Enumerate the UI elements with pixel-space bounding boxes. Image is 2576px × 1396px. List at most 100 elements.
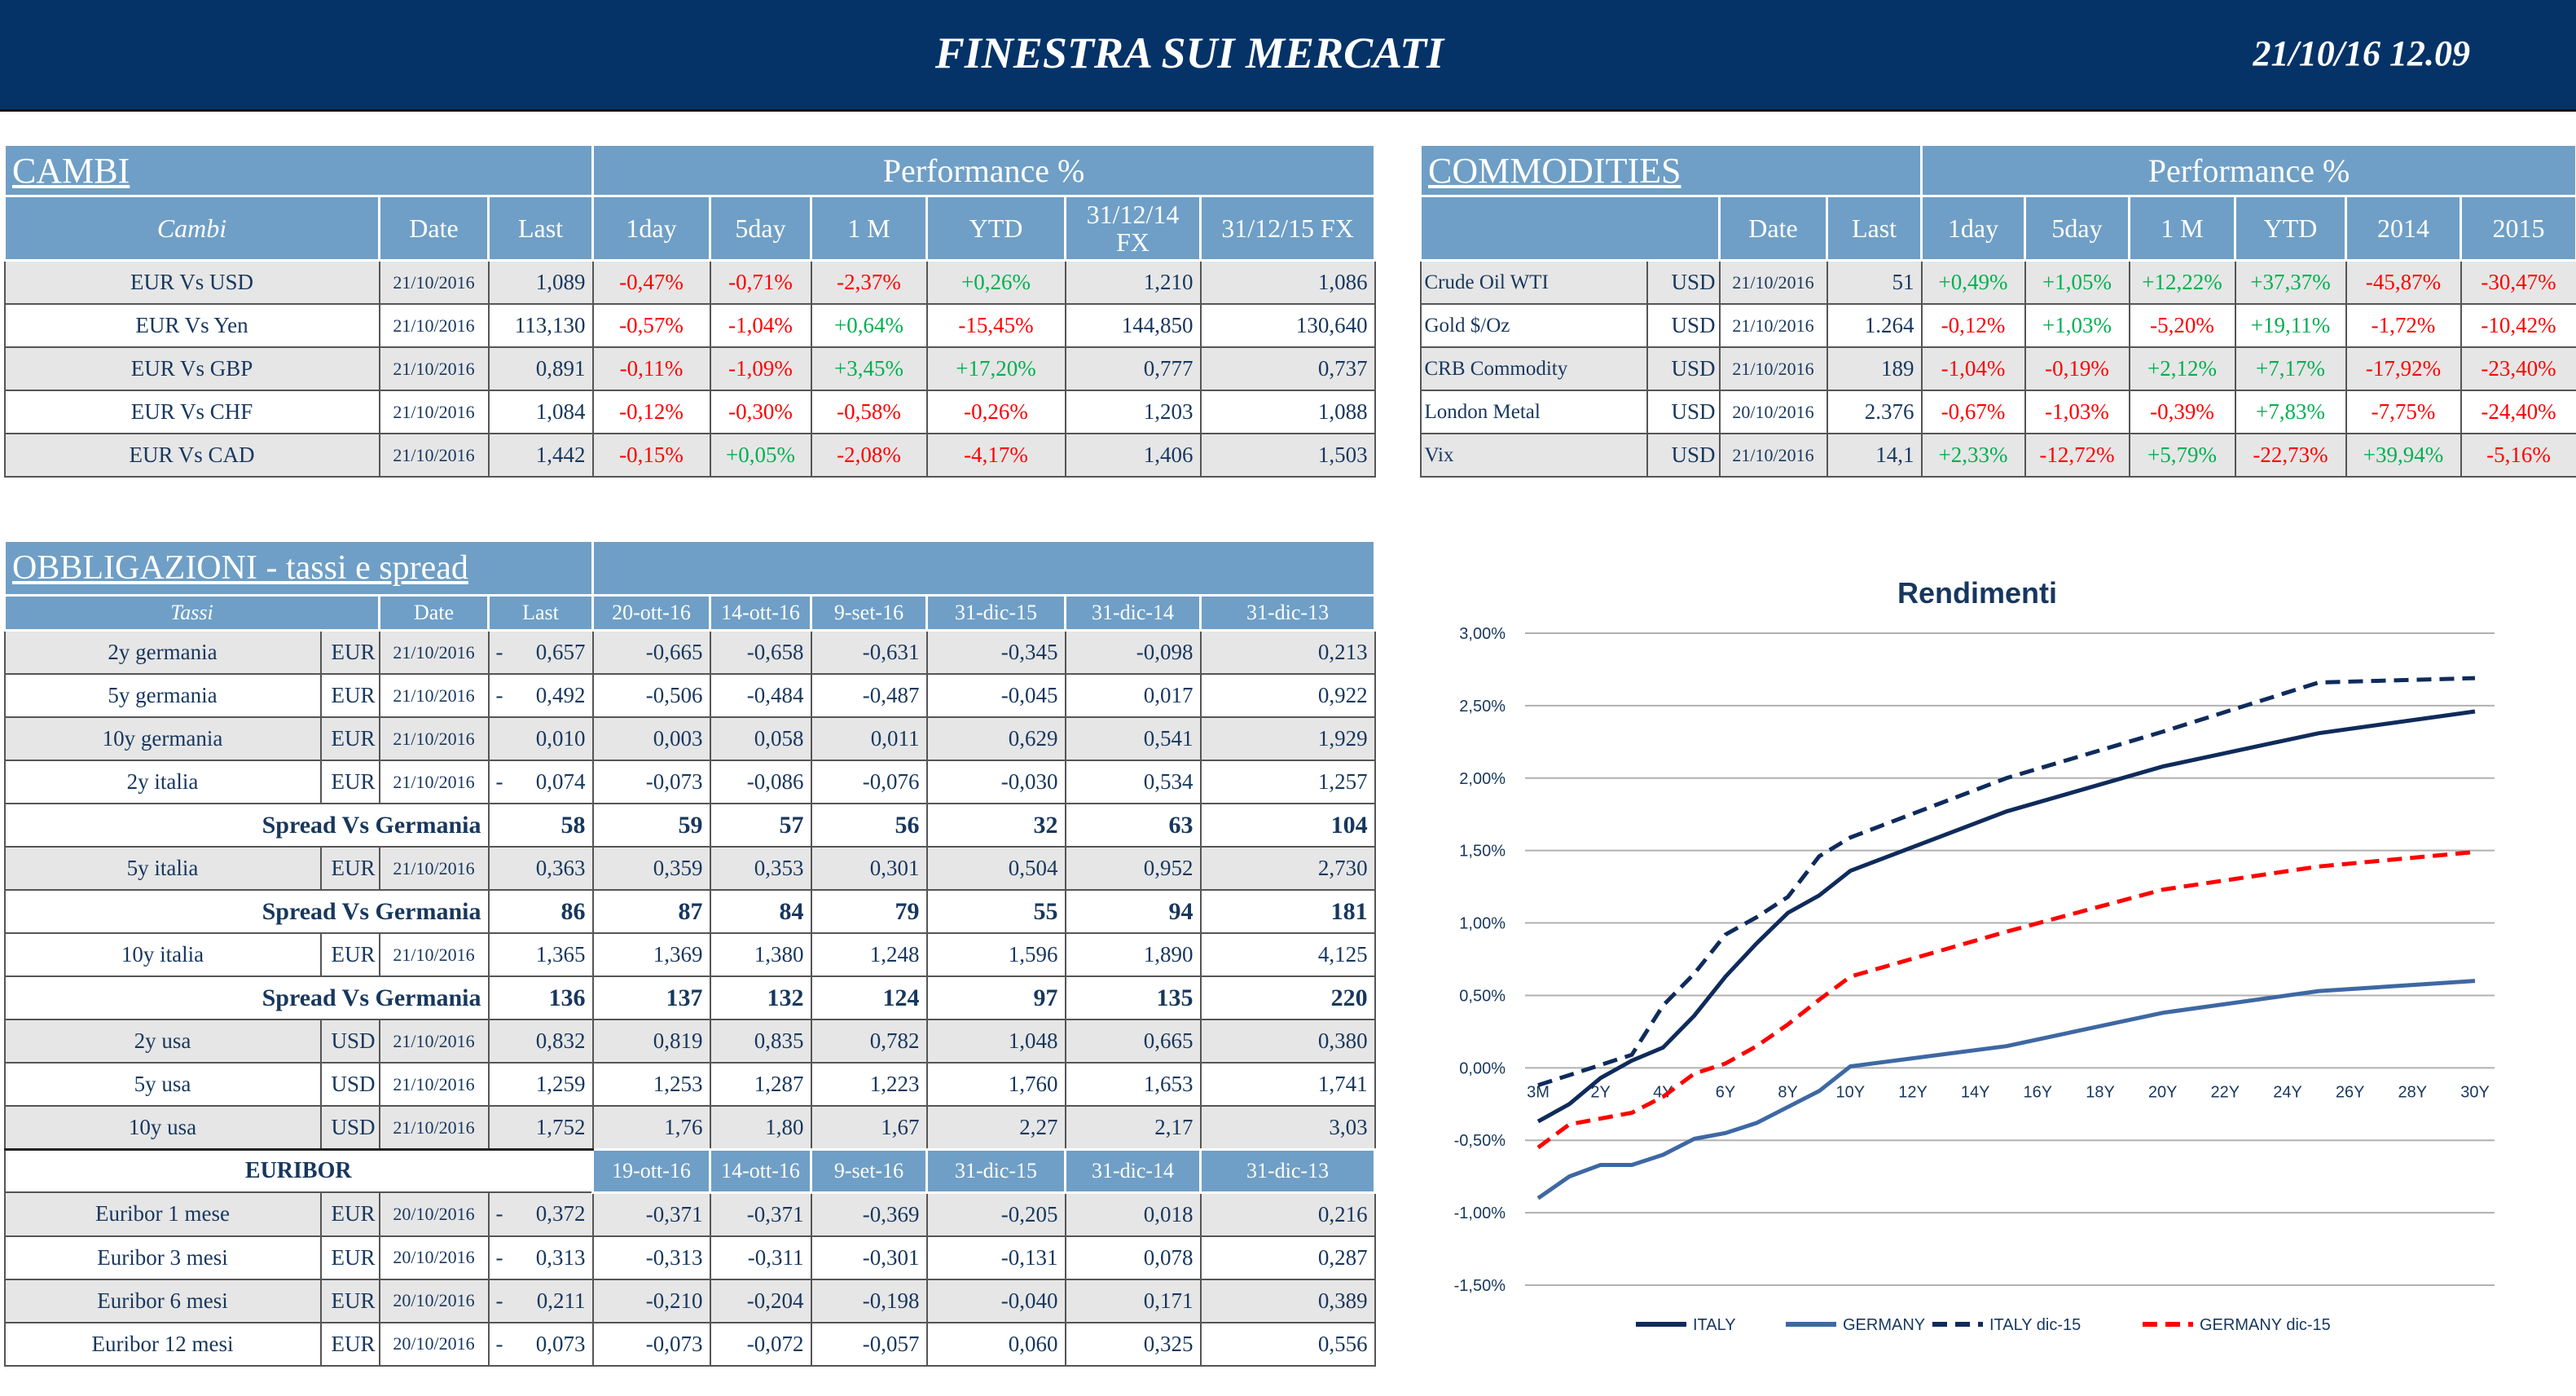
spread-value: 86 [487,889,594,934]
table-cell: Gold $/Oz [1419,303,1648,348]
table-cell: USD [1646,303,1721,348]
table-cell: USD [319,1105,380,1151]
table-cell: -0,030 [925,760,1066,804]
sign-marker: - [495,1244,503,1270]
table-cell: +7,83% [2234,390,2347,434]
bonds-table: OBBLIGAZIONI - tassi e spread Tassi Date La… [3,539,1377,1367]
spread-row: Spread Vs Germania 86 87 84 79 55 94 181 [3,889,1376,934]
table-cell: EUR Vs Yen [3,303,380,348]
table-row: Euribor 3 mesi EUR 20/10/2016-0,313 -0,313-… [3,1235,1376,1280]
spread-value: 124 [810,975,928,1020]
column-header: 5day [2024,195,2131,262]
last-value: 0,372 [535,1201,586,1226]
table-cell: 21/10/2016 [378,390,490,434]
section-header-row: OBBLIGAZIONI - tassi e spread [3,539,1377,597]
table-cell: +1,03% [2024,303,2130,348]
table-cell: -2,37% [810,259,928,305]
table-cell: 1,596 [925,932,1066,977]
table-cell: -24,40% [2460,390,2576,434]
column-header: 31-dic-14 [1064,594,1202,632]
table-cell: 21/10/2016 [378,433,490,478]
table-cell: -10,42% [2460,303,2576,348]
table-cell: -15,45% [925,303,1066,348]
table-cell: 1,365 [487,932,594,977]
table-cell: - 0,074 [487,760,594,804]
table-cell: +1,05% [2024,259,2130,305]
bonds-title: OBBLIGAZIONI - tassi e spread [12,549,468,587]
x-tick-label: 20Y [2148,1083,2178,1101]
last-value: 1,365 [535,942,586,967]
table-row: 10y italia EUR 21/10/2016 1,365 1,369 1,380 1,… [3,932,1376,977]
performance-label: Performance % [591,143,1377,197]
table-cell: EUR Vs CHF [3,390,380,434]
table-cell: 4,125 [1199,932,1376,977]
series-line-germany [1536,979,2476,1200]
table-cell: 0,287 [1199,1235,1376,1280]
table-cell: 0,665 [1064,1019,1202,1064]
section-header-row: CAMBI Performance % [2,143,1377,197]
table-row: Gold $/Oz USD 21/10/2016 1.264 -0,12% +1,03% -… [1419,303,2576,348]
table-cell: USD [319,1062,380,1107]
table-cell: -5,20% [2128,303,2236,348]
column-header: 1day [1920,195,2027,262]
table-cell: Vix [1419,433,1648,478]
x-tick-label: 10Y [1836,1083,1866,1101]
column-header: Cambi [3,195,380,262]
column-header: 31-dic-13 [1198,594,1377,632]
x-tick-label: 2Y [1590,1083,1610,1101]
table-cell: 21/10/2016 [1718,303,1828,348]
table-cell: -0,131 [925,1235,1066,1280]
column-header: 14-ott-16 [709,594,812,632]
table-cell: -2,08% [810,433,928,478]
table-cell: EUR [319,760,380,804]
table-cell: EUR [319,932,380,977]
table-cell: -0,631 [810,629,928,675]
table-cell: -0,369 [810,1191,928,1237]
spread-value: 57 [709,803,812,848]
commodities-title: COMMODITIES [1428,150,1681,191]
table-cell: 1,380 [709,932,812,977]
spread-value: 132 [709,975,812,1020]
table-cell: -1,03% [2024,390,2130,434]
column-header: Date [378,195,490,262]
table-cell: 20/10/2016 [1718,390,1828,434]
table-cell: -0,58% [810,390,928,434]
table-cell: 1,80 [709,1105,812,1151]
y-tick-label: -0,50% [1454,1132,1506,1150]
section-title: COMMODITIES [1418,143,1923,197]
table-cell: -0,371 [591,1191,711,1237]
y-tick-label: 3,00% [1459,625,1506,643]
table-cell: Crude Oil WTI [1419,259,1648,305]
spread-value: 63 [1064,803,1202,848]
table-row: London Metal USD 20/10/2016 2.376 -0,67% -1,0… [1419,390,2576,434]
table-cell: 0,011 [810,716,928,761]
table-row: Euribor 12 mesi EUR 20/10/2016-0,073 -0,073… [3,1321,1376,1367]
table-cell: 0,010 [487,716,594,761]
table-cell: 21/10/2016 [378,673,490,718]
table-cell: 113,130 [487,303,594,348]
table-cell: EUR [319,1191,380,1237]
column-header-row: Date Last 1day 5day 1 M YTD 2014 2015 [1419,195,2576,262]
table-cell: -0,67% [1920,390,2026,434]
table-cell: -0,345 [925,629,1066,675]
table-cell: +37,37% [2234,259,2347,305]
table-cell: 1,442 [487,433,594,478]
table-cell: -0,072 [709,1321,812,1367]
table-cell: -5,16% [2460,433,2576,478]
table-row: CRB Commodity USD 21/10/2016 189 -1,04% -0,19… [1419,346,2576,391]
table-cell: USD [1646,346,1721,391]
table-row: 2y usa USD 21/10/2016 0,832 0,819 0,835 0,782 1… [3,1019,1376,1064]
table-row: 2y germania EUR 21/10/2016-0,657 -0,665 -0,6… [3,629,1376,675]
table-row: Crude Oil WTI USD 21/10/2016 51 +0,49% +1,05%… [1419,259,2576,305]
table-cell: EUR [319,1321,380,1367]
spread-value: 181 [1199,889,1376,934]
x-tick-label: 24Y [2273,1083,2302,1101]
table-row: 5y germania EUR 21/10/2016-0,492 -0,506 -0,4… [3,673,1376,718]
table-cell: -0,313 [591,1235,711,1280]
table-cell: 0,737 [1199,346,1376,391]
table-cell: 5y usa [3,1062,322,1107]
x-tick-label: 4Y [1653,1083,1673,1101]
euribor-header-row: EURIBOR 19-ott-16 14-ott-16 9-set-16 31-dic-… [3,1148,1377,1194]
table-cell: +0,64% [810,303,928,348]
last-value: 0,073 [535,1331,586,1356]
